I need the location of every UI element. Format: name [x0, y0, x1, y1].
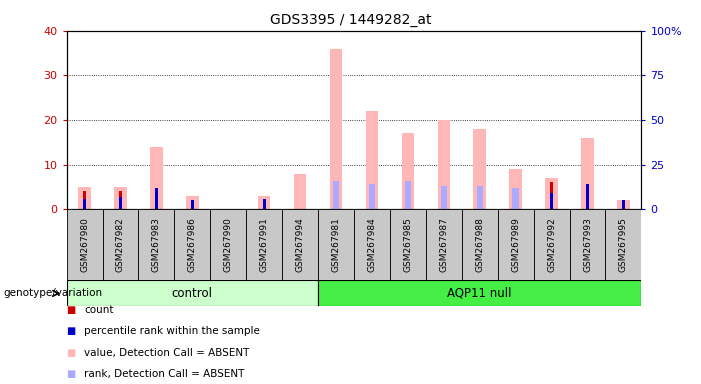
- Bar: [333, 181, 339, 209]
- Text: GSM267992: GSM267992: [547, 217, 556, 272]
- Bar: [210, 209, 246, 280]
- Bar: [498, 209, 533, 280]
- Bar: [263, 199, 266, 209]
- Text: GSM267989: GSM267989: [511, 217, 520, 272]
- Text: value, Detection Call = ABSENT: value, Detection Call = ABSENT: [84, 348, 250, 358]
- Bar: [119, 192, 122, 209]
- Bar: [586, 184, 589, 209]
- Text: GSM267986: GSM267986: [188, 217, 197, 272]
- Text: GDS3395 / 1449282_at: GDS3395 / 1449282_at: [270, 13, 431, 27]
- Text: control: control: [172, 287, 213, 300]
- Bar: [114, 187, 127, 209]
- Text: percentile rank within the sample: percentile rank within the sample: [84, 326, 260, 336]
- Bar: [67, 209, 102, 280]
- Text: GSM267995: GSM267995: [619, 217, 628, 272]
- Bar: [318, 209, 354, 280]
- Bar: [437, 120, 450, 209]
- Bar: [606, 209, 641, 280]
- Bar: [550, 182, 553, 209]
- Bar: [441, 186, 447, 209]
- Text: count: count: [84, 305, 114, 315]
- Text: ■: ■: [67, 348, 76, 358]
- Bar: [258, 196, 271, 209]
- Bar: [512, 188, 519, 209]
- Bar: [390, 209, 426, 280]
- Bar: [283, 209, 318, 280]
- Text: GSM267990: GSM267990: [224, 217, 233, 272]
- Bar: [510, 169, 522, 209]
- Text: ■: ■: [67, 326, 76, 336]
- Bar: [617, 200, 629, 209]
- Bar: [404, 181, 411, 209]
- Text: GSM267983: GSM267983: [152, 217, 161, 272]
- Bar: [294, 174, 306, 209]
- Bar: [550, 193, 553, 209]
- Bar: [622, 200, 625, 209]
- Text: GSM267980: GSM267980: [80, 217, 89, 272]
- Bar: [119, 197, 122, 209]
- Text: AQP11 null: AQP11 null: [447, 287, 512, 300]
- Bar: [533, 209, 569, 280]
- Bar: [83, 199, 86, 209]
- Bar: [246, 209, 282, 280]
- Bar: [318, 280, 641, 306]
- Bar: [83, 192, 86, 209]
- Bar: [477, 186, 483, 209]
- Text: GSM267994: GSM267994: [296, 217, 305, 272]
- Bar: [581, 138, 594, 209]
- Bar: [138, 209, 175, 280]
- Bar: [426, 209, 462, 280]
- Bar: [191, 200, 193, 209]
- Bar: [369, 184, 375, 209]
- Text: ■: ■: [67, 369, 76, 379]
- Text: GSM267984: GSM267984: [367, 217, 376, 272]
- Bar: [186, 196, 198, 209]
- Text: GSM267985: GSM267985: [403, 217, 412, 272]
- Bar: [67, 280, 318, 306]
- Bar: [150, 147, 163, 209]
- Text: GSM267987: GSM267987: [440, 217, 449, 272]
- Bar: [462, 209, 498, 280]
- Bar: [102, 209, 139, 280]
- Text: ■: ■: [67, 305, 76, 315]
- Bar: [402, 133, 414, 209]
- Text: GSM267982: GSM267982: [116, 217, 125, 272]
- Bar: [569, 209, 606, 280]
- Text: GSM267991: GSM267991: [259, 217, 268, 272]
- Text: GSM267988: GSM267988: [475, 217, 484, 272]
- Text: rank, Detection Call = ABSENT: rank, Detection Call = ABSENT: [84, 369, 245, 379]
- Bar: [191, 205, 193, 209]
- Bar: [366, 111, 379, 209]
- Bar: [175, 209, 210, 280]
- Bar: [79, 187, 91, 209]
- Text: GSM267993: GSM267993: [583, 217, 592, 272]
- Text: genotype/variation: genotype/variation: [4, 288, 102, 298]
- Bar: [473, 129, 486, 209]
- Bar: [329, 49, 342, 209]
- Bar: [354, 209, 390, 280]
- Bar: [263, 205, 266, 209]
- Bar: [545, 178, 558, 209]
- Text: GSM267981: GSM267981: [332, 217, 341, 272]
- Bar: [622, 200, 625, 209]
- Bar: [155, 188, 158, 209]
